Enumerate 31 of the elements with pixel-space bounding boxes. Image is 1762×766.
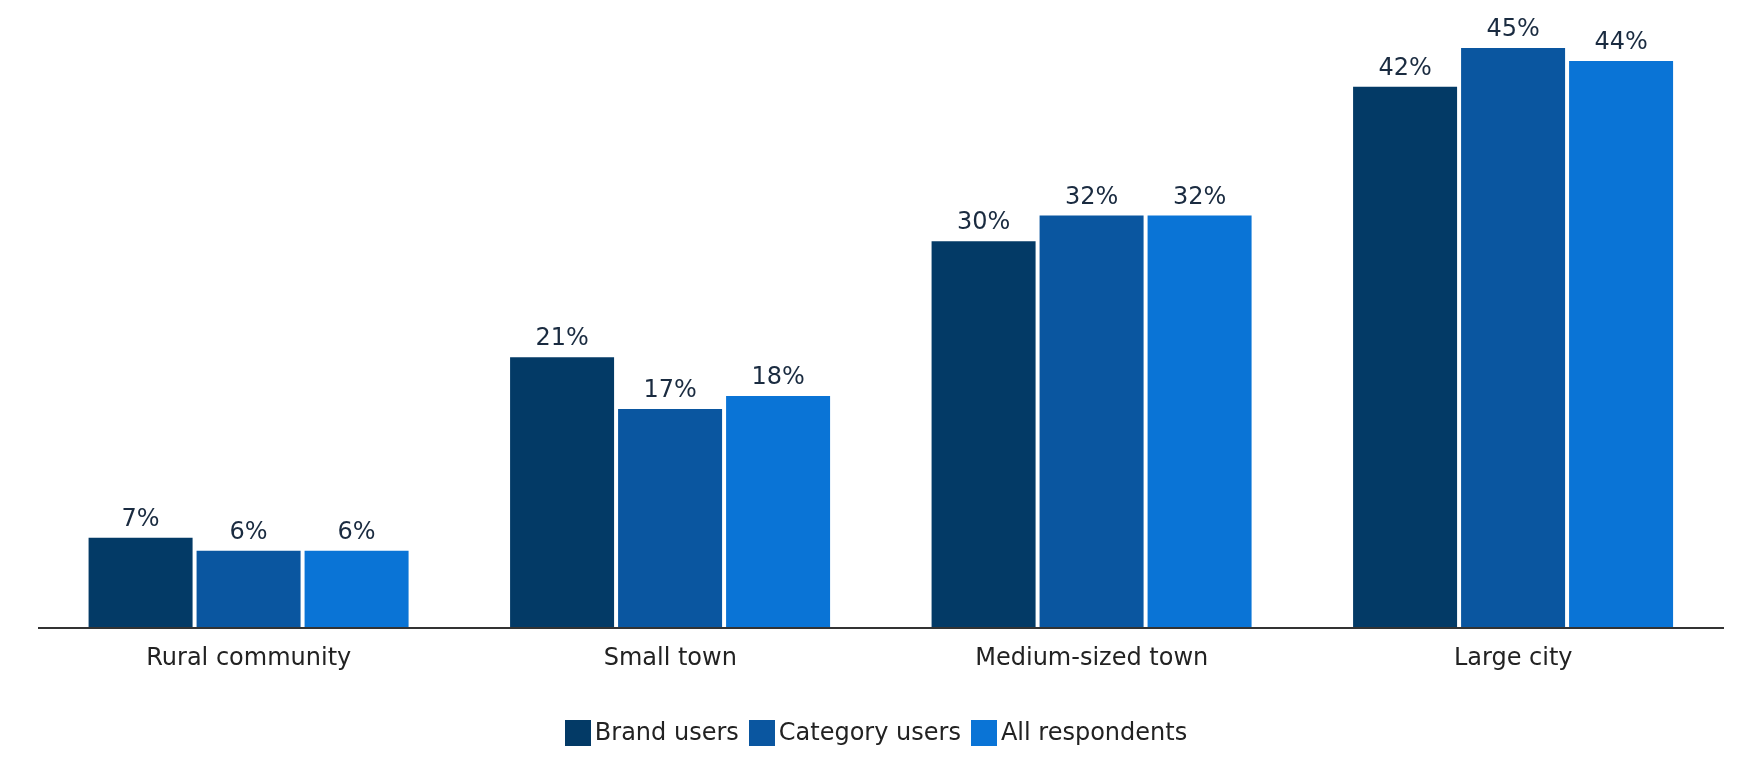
- data-label: 21%: [535, 323, 589, 352]
- data-label: 17%: [643, 374, 697, 403]
- bar: [1039, 215, 1144, 628]
- x-tick-label: Small town: [603, 643, 737, 672]
- bar: [304, 550, 409, 628]
- legend-label: All respondents: [1000, 718, 1188, 746]
- data-label: 44%: [1594, 26, 1648, 55]
- bar: [510, 357, 615, 628]
- data-label: 18%: [751, 362, 805, 390]
- bar: [1461, 48, 1566, 628]
- data-label: 32%: [1064, 181, 1119, 210]
- legend-label: Category users: [778, 718, 961, 746]
- bar: [1147, 215, 1252, 628]
- data-label: 32%: [1172, 181, 1227, 210]
- x-tick-label: Medium-sized town: [975, 643, 1209, 672]
- data-label: 45%: [1486, 14, 1540, 42]
- legend-label: Brand users: [594, 718, 739, 746]
- data-label: 42%: [1378, 52, 1432, 81]
- data-label: 30%: [956, 207, 1011, 236]
- bar: [196, 550, 301, 628]
- bar: [1353, 86, 1458, 628]
- bar: [1569, 60, 1674, 628]
- bar: [726, 396, 831, 628]
- data-label: 7%: [121, 503, 160, 532]
- bar: [88, 537, 193, 628]
- data-label: 6%: [337, 516, 376, 545]
- data-label: 6%: [229, 516, 268, 545]
- x-tick-label: Rural community: [146, 643, 352, 672]
- bar: [618, 408, 723, 628]
- bar: [931, 241, 1036, 628]
- x-tick-label: Large city: [1453, 643, 1573, 672]
